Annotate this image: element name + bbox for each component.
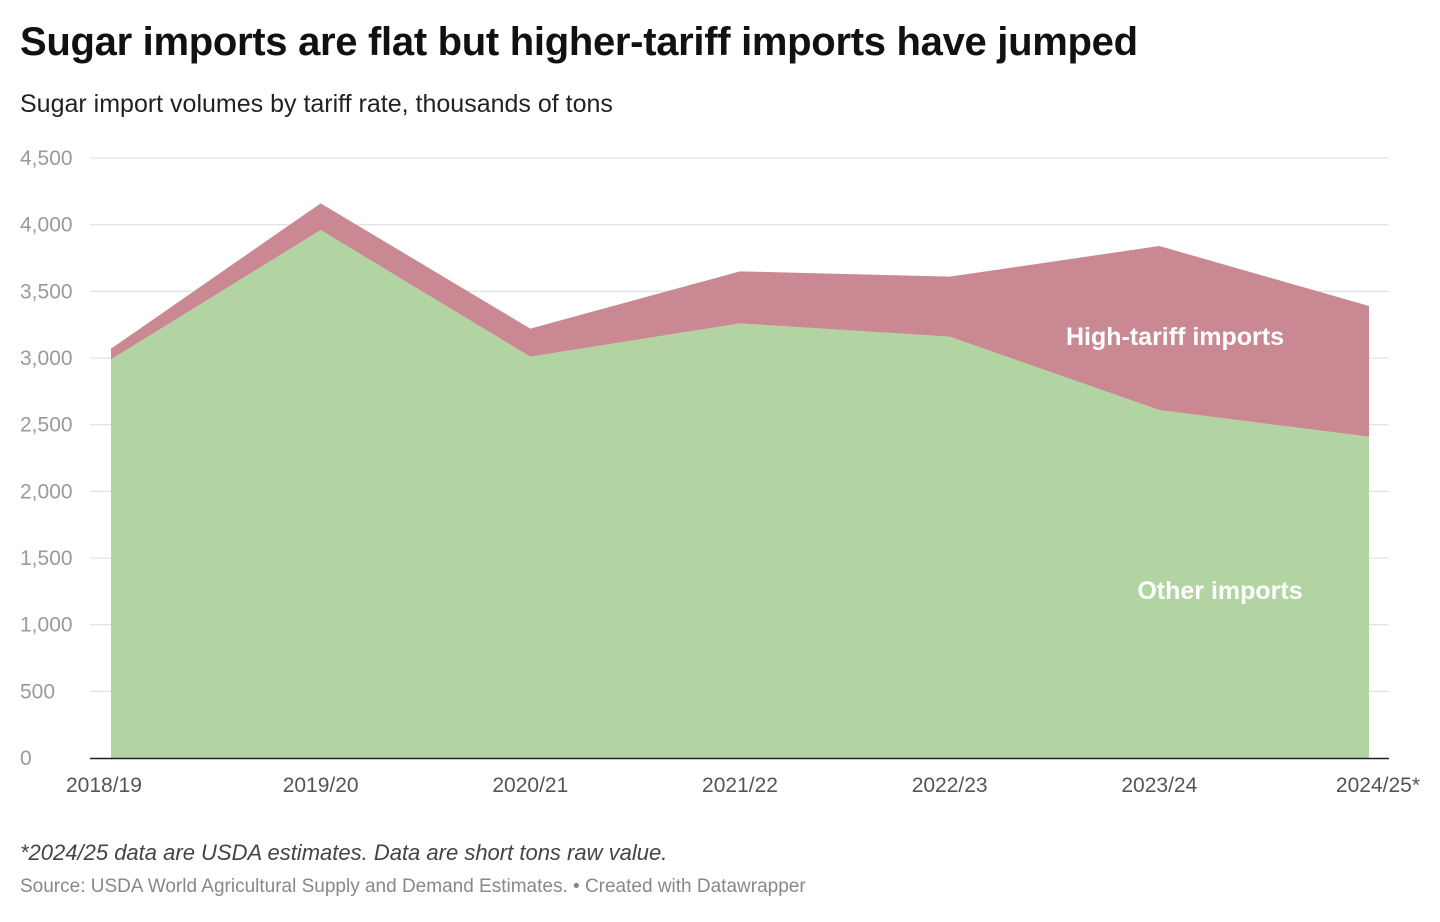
chart-source: Source: USDA World Agricultural Supply a…	[20, 876, 806, 897]
y-tick-label: 4,000	[20, 214, 73, 237]
x-tick-label: 2023/24	[1121, 774, 1197, 797]
y-tick-label: 2,000	[20, 480, 73, 503]
series-labels: Other imports High-tariff imports	[1066, 323, 1303, 605]
y-tick-label: 1,000	[20, 614, 73, 637]
x-tick-label: 2020/21	[492, 774, 568, 797]
area-high-tariff-imports	[111, 203, 1369, 437]
y-tick-label: 3,500	[20, 280, 73, 303]
y-tick-label: 500	[20, 680, 55, 703]
x-tick-label: 2018/19	[66, 774, 142, 797]
y-tick-label: 3,000	[20, 347, 73, 370]
y-tick-label: 1,500	[20, 547, 73, 570]
axes: 0 500 1,000 1,500 2,000 2,500 3,000 3,500 4,000 4…	[20, 147, 1420, 797]
x-tick-label: 2019/20	[283, 774, 359, 797]
chart-title: Sugar imports are flat but higher-tariff…	[20, 20, 1138, 64]
y-tick-label: 4,500	[20, 147, 73, 170]
series-label-high-tariff-imports: High-tariff imports	[1066, 323, 1284, 351]
chart-subtitle: Sugar import volumes by tariff rate, tho…	[20, 90, 613, 118]
area-other-imports	[111, 230, 1369, 758]
x-tick-label: 2021/22	[702, 774, 778, 797]
chart-notes: *2024/25 data are USDA estimates. Data a…	[20, 840, 668, 865]
areas	[111, 203, 1369, 758]
y-tick-label: 2,500	[20, 414, 73, 437]
series-label-other-imports: Other imports	[1137, 577, 1302, 605]
y-tick-label: 0	[20, 747, 32, 770]
x-tick-label: 2024/25*	[1336, 774, 1420, 797]
x-tick-label: 2022/23	[912, 774, 988, 797]
